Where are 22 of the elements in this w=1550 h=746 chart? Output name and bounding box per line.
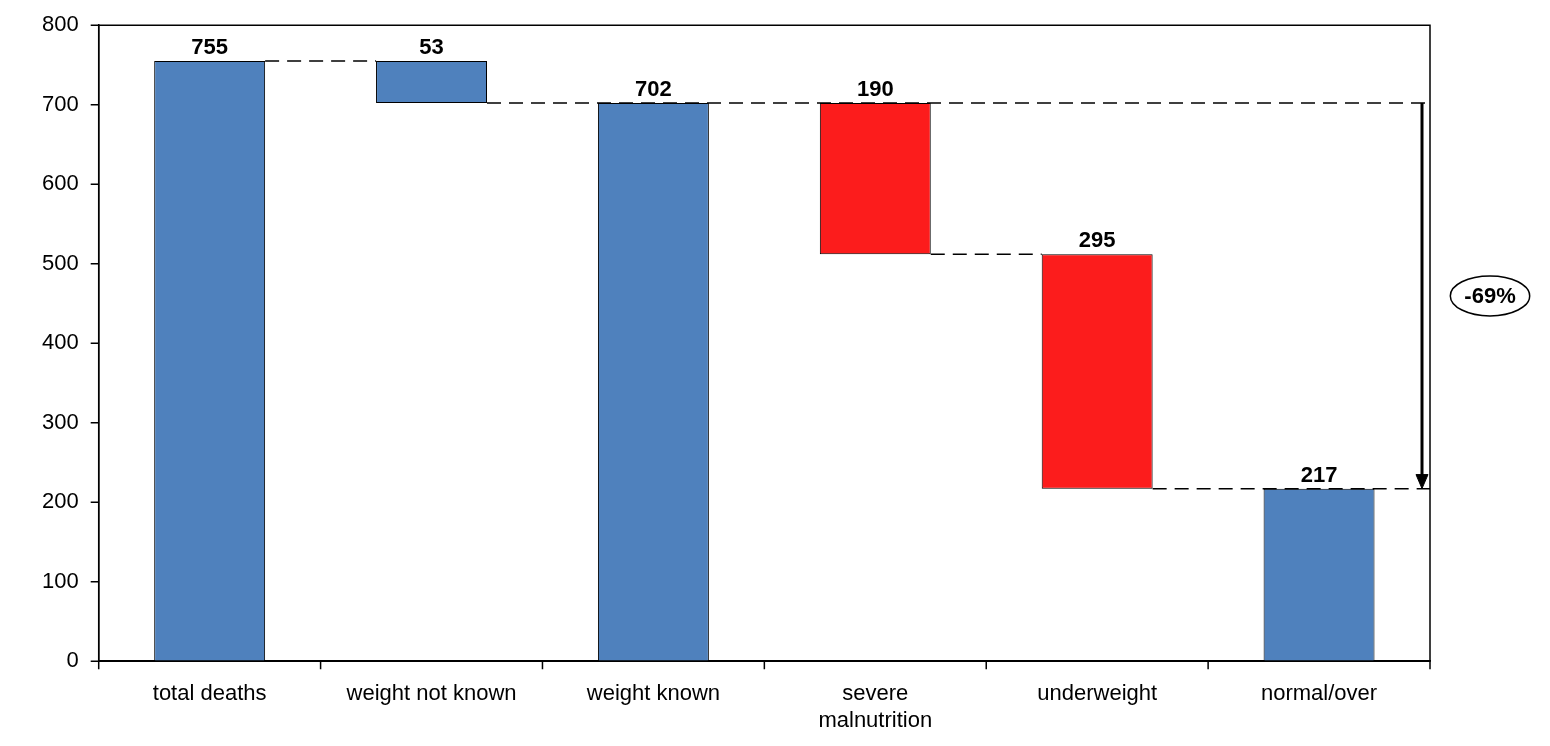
y-tick-label: 200 <box>41 488 79 514</box>
y-tick-label: 0 <box>66 647 79 673</box>
x-tick-label: weight not known <box>345 680 517 706</box>
data-label: 217 <box>1300 461 1338 487</box>
data-label: 53 <box>419 34 444 60</box>
data-label: 755 <box>191 34 229 60</box>
y-tick-label: 700 <box>41 90 79 116</box>
y-tick-label: 400 <box>41 329 79 355</box>
x-tick-label: normal/over <box>1260 680 1378 706</box>
y-tick-label: 800 <box>41 11 79 37</box>
x-tick-label: weight known <box>585 680 721 706</box>
x-tick-label: severe malnutrition <box>818 680 933 732</box>
data-label: 295 <box>1078 227 1116 253</box>
y-tick-label: 500 <box>41 249 79 275</box>
x-tick-label: underweight <box>1037 680 1158 706</box>
text: -69% <box>1464 282 1516 308</box>
x-tick-label: total deaths <box>152 680 267 706</box>
y-tick-label: 300 <box>41 408 79 434</box>
data-label: 702 <box>635 76 672 102</box>
y-tick-label: 100 <box>41 567 79 593</box>
data-label: 190 <box>856 76 894 102</box>
y-tick-label: 600 <box>41 170 79 196</box>
